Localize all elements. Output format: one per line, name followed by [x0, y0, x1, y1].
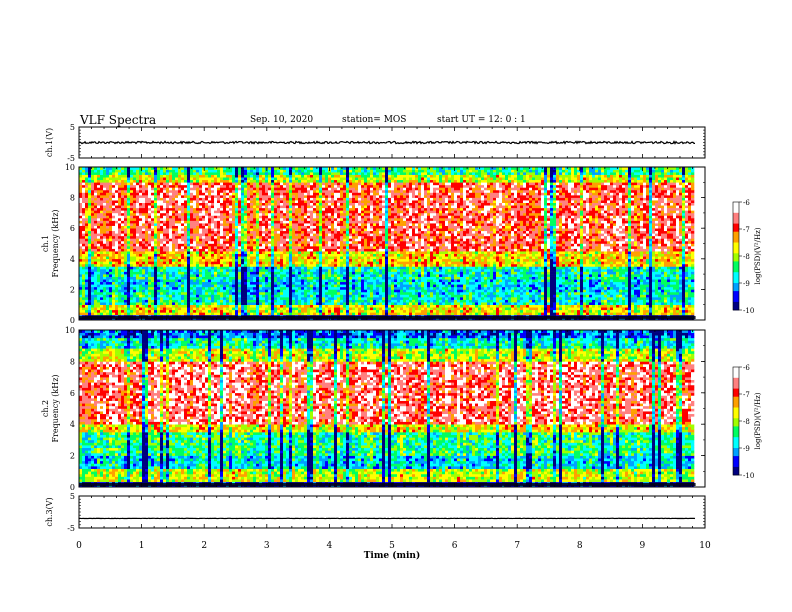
- y-tick-label-2-2: 4: [70, 420, 75, 429]
- x-tick-label-0: 0: [76, 541, 82, 551]
- spectrogram-image-2: [79, 330, 696, 487]
- waveform-trace-0: [79, 141, 695, 143]
- y-axis-label-1-0: ch.1: [41, 235, 50, 252]
- ch2-colorbar: -6 -7 -8 -9 -10 log(PSD)(V²/Hz): [733, 364, 762, 480]
- colorbar-tick-1-2: -8: [743, 253, 750, 261]
- x-tick-label-1: 1: [139, 541, 145, 551]
- x-tick-label-4: 4: [327, 541, 333, 551]
- y-tick-label-2-1: 2: [70, 452, 75, 461]
- y-tick-label-2-3: 6: [70, 389, 75, 398]
- colorbar-label-1: log(PSD)(V²/Hz): [754, 227, 762, 284]
- y-tick-label-0-1: -5: [67, 154, 75, 163]
- x-axis-label: Time (min): [364, 550, 421, 561]
- x-tick-label-2: 2: [201, 541, 207, 551]
- x-tick-label-9: 9: [640, 541, 646, 551]
- colorbar-label-2: log(PSD)(V²/Hz): [754, 392, 762, 449]
- x-tick-label-3: 3: [264, 541, 270, 551]
- vlf-figure: 5-5ch.1(V) 0246810ch.1 Frequency (kHz) 02…: [0, 0, 792, 612]
- colorbar-tick-2-2: -8: [743, 418, 750, 426]
- spectrogram-image-1: [79, 167, 696, 320]
- x-tick-label-6: 6: [452, 541, 458, 551]
- x-tick-label-5: 5: [389, 541, 395, 551]
- ch1-waveform-panel: 5 -5 ch.1(V): [45, 123, 705, 163]
- colorbar-tick-1-1: -7: [743, 226, 750, 234]
- y-tick-label-0-0: 5: [70, 123, 75, 132]
- colorbar-tick-2-4: -10: [743, 472, 754, 480]
- y-tick-label-1-5: 10: [65, 163, 75, 172]
- y-tick-label-2-0: 0: [70, 483, 75, 492]
- ch1-colorbar: -6 -7 -8 -9 -10 log(PSD)(V²/Hz): [733, 199, 762, 315]
- x-tick-label-7: 7: [514, 541, 520, 551]
- y-tick-label-1-1: 2: [70, 285, 75, 294]
- time-axis: 0 1 2 3 4 5 6 7 8 9 10 Time (min): [76, 541, 711, 561]
- y-tick-label-2-4: 8: [70, 357, 75, 366]
- y-axis-label-0-0: ch.1(V): [45, 128, 54, 157]
- ch1-spectrogram-panel: 0 2 4 6 8 10 ch.1 Frequency (kHz): [41, 163, 705, 325]
- y-axis-label-1-1: Frequency (kHz): [51, 209, 60, 277]
- x-tick-label-8: 8: [577, 541, 583, 551]
- y-axis-label-2-1: Frequency (kHz): [51, 374, 60, 442]
- y-tick-label-1-2: 4: [70, 255, 75, 264]
- panel-frame-3: [79, 496, 705, 528]
- colorbar-tick-2-1: -7: [743, 391, 750, 399]
- y-axis-label-3-0: ch.3(V): [45, 497, 54, 526]
- colorbar-tick-2-3: -9: [743, 445, 750, 453]
- y-tick-label-2-5: 10: [65, 326, 75, 335]
- ch3-waveform-panel: 5 -5 ch.3(V): [45, 492, 705, 533]
- y-tick-label-1-3: 6: [70, 224, 75, 233]
- y-tick-label-1-0: 0: [70, 316, 75, 325]
- x-tick-label-10: 10: [699, 541, 711, 551]
- colorbar-tick-2-0: -6: [743, 364, 750, 372]
- y-tick-label-3-1: -5: [67, 524, 75, 533]
- y-axis-label-2-0: ch.2: [41, 400, 50, 417]
- y-tick-label-1-4: 8: [70, 194, 75, 203]
- colorbar-tick-1-3: -9: [743, 280, 750, 288]
- y-tick-label-3-0: 5: [70, 492, 75, 501]
- ch2-spectrogram-panel: 0 2 4 6 8 10 ch.2 Frequency (kHz): [41, 326, 705, 492]
- colorbar-tick-1-4: -10: [743, 307, 754, 315]
- colorbar-tick-1-0: -6: [743, 199, 750, 207]
